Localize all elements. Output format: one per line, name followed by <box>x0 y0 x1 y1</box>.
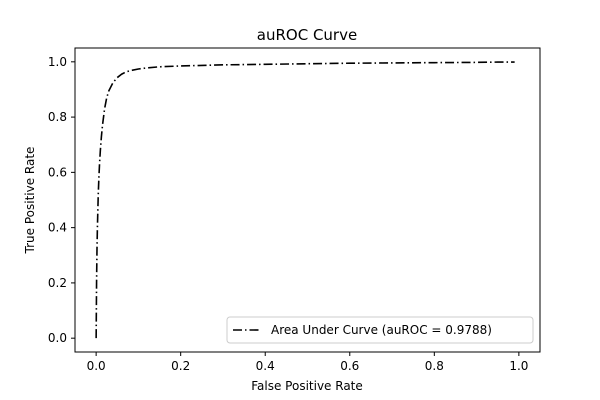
x-tick-label: 0.0 <box>87 359 106 373</box>
plot-area: 0.0 0.2 0.4 0.6 0.8 1.0 0.0 0.2 0.4 0.6 0.8 1.0 <box>48 47 541 373</box>
x-tick-label: 0.2 <box>171 359 190 373</box>
x-axis-title: False Positive Rate <box>251 379 363 393</box>
x-tick-label: 1.0 <box>509 359 528 373</box>
plot-frame <box>74 47 541 353</box>
legend-label: Area Under Curve (auROC = 0.9788) <box>271 323 492 337</box>
chart-title: auROC Curve <box>257 26 357 44</box>
y-tick-label: 0.0 <box>48 331 67 345</box>
y-tick-label: 1.0 <box>48 55 67 69</box>
y-axis-title: True Positive Rate <box>23 147 37 255</box>
legend: Area Under Curve (auROC = 0.9788) <box>226 316 534 344</box>
y-tick-label: 0.2 <box>48 276 67 290</box>
x-tick-label: 0.6 <box>340 359 359 373</box>
legend-box <box>226 316 534 344</box>
y-tick-label: 0.4 <box>48 221 67 235</box>
y-tick-label: 0.6 <box>48 165 67 179</box>
x-tick-label: 0.8 <box>425 359 444 373</box>
x-tick-label: 0.4 <box>256 359 275 373</box>
y-tick-label: 0.8 <box>48 110 67 124</box>
roc-series-line <box>95 61 515 339</box>
